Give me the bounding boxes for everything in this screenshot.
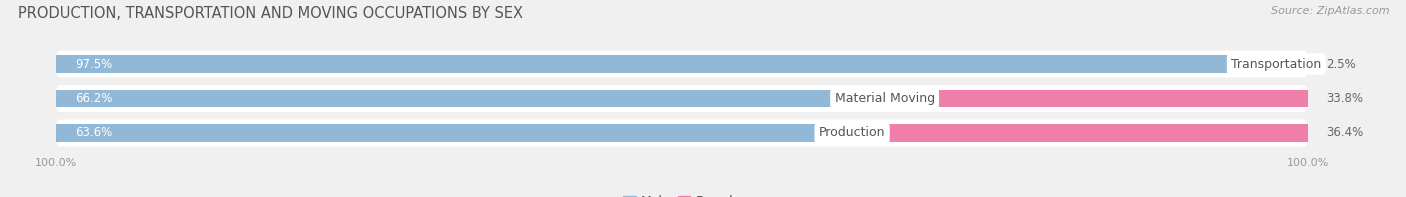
Bar [852,124,1308,142]
Bar [884,90,1308,108]
Text: 2.5%: 2.5% [1326,58,1357,71]
Text: 36.4%: 36.4% [1326,126,1364,139]
Text: 97.5%: 97.5% [75,58,112,71]
Text: Material Moving: Material Moving [835,92,935,105]
Bar [56,124,852,142]
Text: Production: Production [818,126,886,139]
Text: 33.8%: 33.8% [1326,92,1364,105]
Bar [56,90,884,108]
Text: Source: ZipAtlas.com: Source: ZipAtlas.com [1271,6,1389,16]
FancyBboxPatch shape [56,120,1308,146]
Text: PRODUCTION, TRANSPORTATION AND MOVING OCCUPATIONS BY SEX: PRODUCTION, TRANSPORTATION AND MOVING OC… [18,6,523,21]
Text: Transportation: Transportation [1232,58,1322,71]
FancyBboxPatch shape [56,51,1308,77]
FancyBboxPatch shape [56,85,1308,112]
Bar [1277,55,1308,73]
Bar [56,55,1277,73]
Text: 66.2%: 66.2% [75,92,112,105]
Legend: Male, Female: Male, Female [623,195,741,197]
Text: 63.6%: 63.6% [75,126,112,139]
